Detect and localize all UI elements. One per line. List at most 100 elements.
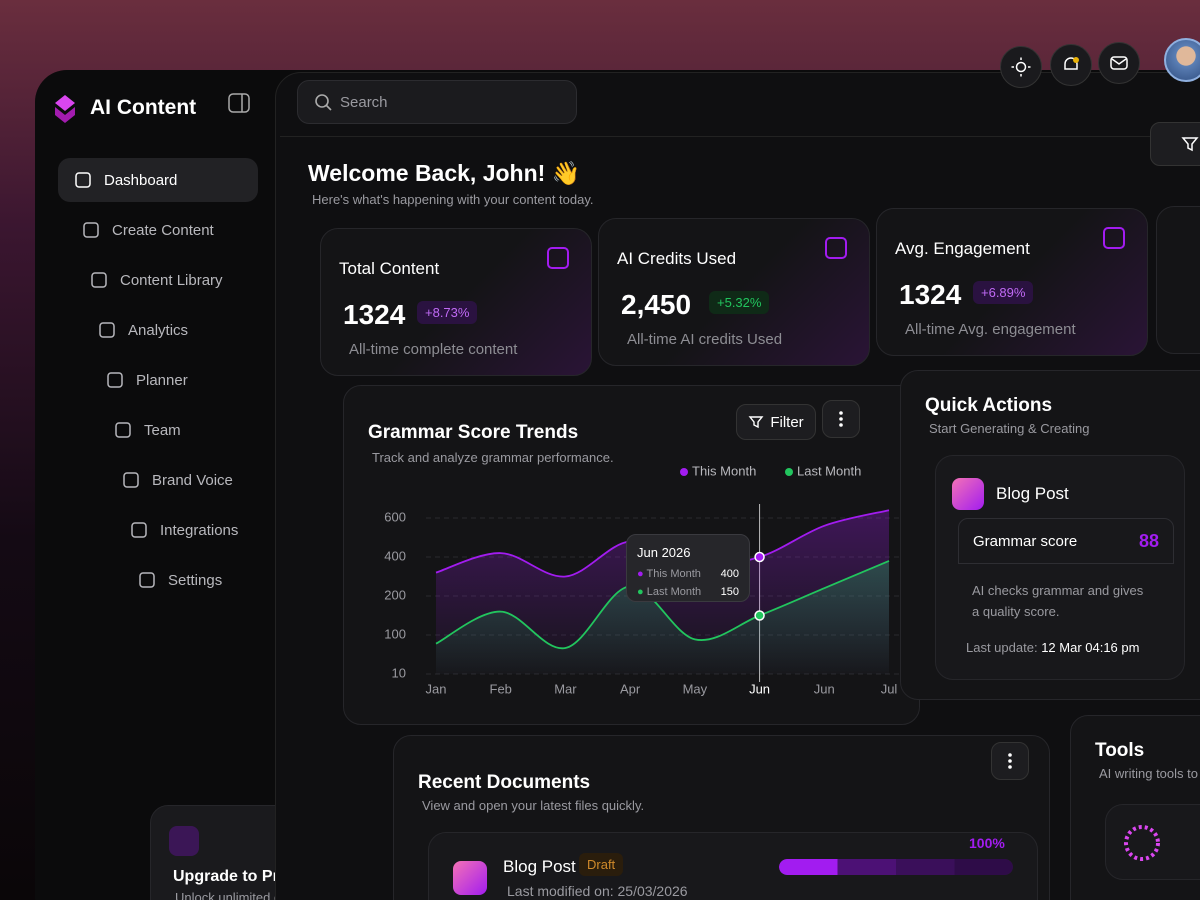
mail-button[interactable]	[1098, 42, 1140, 84]
chart-filter-button[interactable]: Filter	[736, 404, 816, 440]
document-icon	[453, 861, 487, 895]
score-row: Grammar score 88	[958, 518, 1174, 564]
crown-icon	[169, 826, 199, 856]
stat-icon	[547, 247, 569, 269]
notification-button[interactable]	[1050, 44, 1092, 86]
y-tick-label: 100	[384, 626, 406, 641]
quick-actions-title: Quick Actions	[925, 395, 1053, 416]
y-tick-label: 600	[384, 509, 406, 524]
x-tick-label: Apr	[620, 681, 641, 696]
welcome-title: Welcome Back, John! 👋	[308, 160, 581, 186]
x-tick-label: May	[683, 681, 708, 696]
document-status: Draft	[579, 853, 624, 876]
search-placeholder: Search	[340, 93, 388, 111]
nav-label: Content Library	[120, 271, 223, 289]
search-box[interactable]: Search	[297, 80, 577, 124]
action-title: Blog Post	[996, 484, 1069, 503]
nav-item[interactable]: Settings	[122, 558, 322, 602]
theme-button[interactable]	[1000, 46, 1042, 88]
nav-item[interactable]: Integrations	[114, 508, 314, 552]
nav-item[interactable]: Create Content	[66, 208, 266, 252]
stat-change-text: +8.73%	[425, 305, 470, 320]
stat-card: Total Content 1324 +8.73% All-time complete…	[320, 228, 592, 376]
blog-icon	[952, 478, 984, 510]
x-tick-label: Jul	[881, 681, 898, 696]
tooltip-name: ● Last Month	[637, 586, 702, 598]
brand-logo	[55, 95, 75, 123]
stat-change-text: +6.89%	[981, 285, 1026, 300]
nav-icon	[115, 422, 131, 438]
tool-item[interactable]	[1105, 804, 1200, 880]
stat-label: AI Credits Used	[617, 249, 737, 268]
tools-title: Tools	[1095, 740, 1145, 761]
quick-actions-subtitle: Start Generating & Creating	[929, 421, 1090, 436]
nav-icon	[123, 472, 139, 488]
x-tick-label: Jun	[749, 681, 770, 696]
sidebar-toggle[interactable]	[228, 93, 250, 113]
tools-card: Tools AI writing tools to	[1070, 715, 1200, 900]
action-card[interactable]: Blog Post Grammar score 88 AI checks gra…	[935, 455, 1185, 680]
stat-value: 2,450	[621, 289, 692, 320]
document-title: Blog Post	[503, 857, 576, 876]
nav-item[interactable]: Planner	[90, 358, 290, 402]
nav-icon	[75, 172, 91, 188]
stat-icon	[825, 237, 847, 259]
score-label: Grammar score	[973, 533, 1078, 550]
nav-label: Analytics	[128, 321, 189, 339]
x-tick-label: Jun	[814, 681, 835, 696]
upgrade-text: Unlock unlimited generations	[175, 890, 342, 900]
tooltip-name-text: Last Month	[646, 586, 702, 598]
stat-note: All-time Avg. engagement	[905, 321, 1076, 338]
nav-item[interactable]: Dashboard	[58, 158, 258, 202]
recent-title: Recent Documents	[418, 772, 591, 793]
legend-label: Last Month	[797, 463, 861, 478]
x-tick-label: Feb	[490, 681, 512, 696]
grammar-chart-card: 10 100 200 400 600 Jan Feb Mar Apr May Jun Jun Jul Th…	[343, 385, 920, 725]
chart-title: Grammar Score Trends	[368, 422, 579, 443]
y-tick-label: 400	[384, 548, 406, 563]
nav-icon	[139, 572, 155, 588]
document-modified: Last modified on: 25/03/2026	[507, 883, 688, 899]
nav-item[interactable]: Team	[98, 408, 298, 452]
nav-icon	[107, 372, 123, 388]
stat-value: 1324	[343, 299, 406, 330]
stat-change: +5.32%	[709, 291, 770, 314]
nav-label: Planner	[136, 371, 188, 389]
progress-track	[779, 859, 1013, 875]
chart-tooltip: Jun 2026 ● This Month 400 ● Last Month 150	[626, 534, 750, 602]
stat-change: +8.73%	[417, 301, 478, 324]
stat-card: AI Credits Used 2,450 +5.32% All-time AI cr…	[598, 218, 870, 366]
user-avatar[interactable]	[1164, 38, 1200, 82]
stat-note: All-time complete content	[349, 341, 518, 358]
upgrade-title: Upgrade to Pro	[173, 868, 289, 885]
y-tick-label: 10	[392, 665, 406, 680]
nav-icon	[131, 522, 147, 538]
x-tick-label: Mar	[554, 681, 577, 696]
stat-change-text: +5.32%	[717, 295, 762, 310]
nav-item[interactable]: Content Library	[74, 258, 274, 302]
legend-dot	[785, 468, 793, 476]
stat-card: Avg. Engagement 1324 +6.89% All-time Avg. e…	[876, 208, 1148, 356]
nav-label: Team	[144, 421, 181, 439]
tooltip-name: ● This Month	[637, 568, 701, 580]
chart-subtitle: Track and analyze grammar performance.	[372, 450, 614, 465]
legend-label: This Month	[692, 463, 756, 478]
recent-menu-button[interactable]	[991, 742, 1029, 780]
nav-item[interactable]: Analytics	[82, 308, 282, 352]
welcome-subtitle: Here's what's happening with your conten…	[312, 192, 594, 207]
score-value: 88	[1138, 531, 1159, 551]
chart-menu-button[interactable]	[822, 400, 860, 438]
filter-button[interactable]	[1150, 122, 1200, 166]
chart-filter-label: Filter	[770, 413, 804, 431]
search-icon	[315, 94, 332, 111]
hover-point	[754, 551, 765, 563]
nav-item[interactable]: Brand Voice	[106, 458, 306, 502]
stat-value: 1324	[899, 279, 962, 310]
tooltip-name-text: This Month	[646, 568, 701, 580]
tooltip-row: ● This Month 400	[637, 568, 739, 580]
header-divider	[280, 136, 1200, 137]
stat-label: Total Content	[339, 259, 440, 278]
document-row[interactable]: Blog Post Draft Last modified on: 25/03/…	[428, 832, 1038, 900]
brand-name: AI Content	[90, 96, 197, 119]
